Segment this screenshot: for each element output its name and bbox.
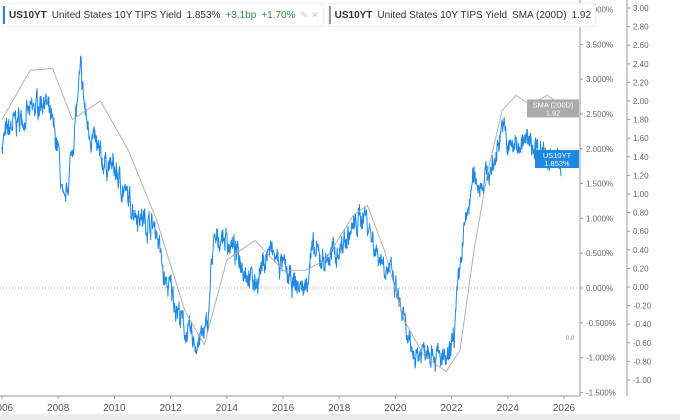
price-axis-label: 1.000% xyxy=(586,214,613,223)
series-color-bar xyxy=(328,6,331,24)
price-axis-label: 0.500% xyxy=(586,249,613,258)
price-axis-label: 4.000% xyxy=(586,6,613,15)
legend-sma-series[interactable]: US10YT United States 10Y TIPS Yield SMA … xyxy=(327,3,597,27)
x-tick-label: 2006 xyxy=(0,403,14,414)
sma-axis-label: 2.00 xyxy=(633,97,649,106)
legend-name: United States 10Y TIPS Yield xyxy=(377,9,508,21)
settings-icon[interactable]: ✎ xyxy=(300,9,309,20)
sma-axis-label: 0.80 xyxy=(633,209,649,218)
x-tick-label: 2016 xyxy=(272,403,295,414)
sma-axis-label: 1.80 xyxy=(633,116,649,125)
sma-axis-label: -0.80 xyxy=(633,357,652,366)
sma-axis-label: -0.20 xyxy=(633,302,652,311)
x-tick-label: 2026 xyxy=(553,403,576,414)
annotation-label: 0.0 xyxy=(566,336,575,342)
x-tick-label: 2008 xyxy=(47,403,70,414)
sma-axis-label: 1.60 xyxy=(633,134,649,143)
legend-bar: US10YT United States 10Y TIPS Yield 1.85… xyxy=(2,3,597,27)
last-value-label: SMA (200D) xyxy=(533,100,574,109)
legend-symbol: US10YT xyxy=(334,9,373,21)
x-tick-label: 2010 xyxy=(103,403,126,414)
sma-axis-label: 2.60 xyxy=(633,41,649,50)
sma-axis-label: 2.80 xyxy=(633,23,649,32)
price-axis-label: -1.500% xyxy=(586,388,616,397)
x-tick-label: 2022 xyxy=(440,403,463,414)
x-tick-label: 2012 xyxy=(159,403,182,414)
sma-axis-label: 1.40 xyxy=(633,153,649,162)
legend-value: 1.92 xyxy=(571,9,592,21)
sma-axis-label: 3.00 xyxy=(633,4,649,13)
series-line-sma[interactable] xyxy=(1,67,562,373)
last-value-label: US10YT xyxy=(543,151,572,160)
legend-change-pct: +1.70% xyxy=(261,9,296,21)
sma-axis-label: 2.20 xyxy=(633,78,649,87)
x-tick-label: 2020 xyxy=(384,403,407,414)
sma-axis-label: 1.20 xyxy=(633,171,649,180)
sma-axis-label: 0.60 xyxy=(633,227,649,236)
price-axis-label: 1.500% xyxy=(586,180,613,189)
series-line-us10yt[interactable] xyxy=(1,55,562,372)
close-icon[interactable]: ✕ xyxy=(311,9,319,20)
price-axis-label: 3.500% xyxy=(586,40,613,49)
series-color-bar xyxy=(3,6,5,24)
legend-indicator: SMA (200D) xyxy=(512,9,567,21)
sma-axis-label: -0.60 xyxy=(633,339,652,348)
x-tick-label: 2018 xyxy=(328,403,351,414)
price-axis-label: -1.000% xyxy=(586,354,616,363)
last-value: 1.92 xyxy=(546,108,561,117)
legend-name: United States 10Y TIPS Yield xyxy=(51,9,182,21)
legend-symbol: US10YT xyxy=(9,9,47,21)
price-axis-label: -0.500% xyxy=(586,319,616,328)
legend-change-bp: +3.1bp xyxy=(225,9,257,21)
sma-axis-label: 0.40 xyxy=(633,246,649,255)
sma-axis-label: 0.00 xyxy=(633,283,649,292)
last-value: 1.853% xyxy=(544,159,570,168)
legend-value: 1.853% xyxy=(186,9,221,21)
x-tick-label: 2024 xyxy=(497,403,520,414)
price-axis-label: 3.000% xyxy=(586,75,613,84)
price-axis-label: 0.000% xyxy=(586,284,613,293)
sma-axis-label: 1.00 xyxy=(633,190,649,199)
legend-main-series[interactable]: US10YT United States 10Y TIPS Yield 1.85… xyxy=(2,3,324,27)
x-tick-label: 2014 xyxy=(216,403,239,414)
last-value-badge-sma: SMA (200D)1.92 xyxy=(527,99,579,118)
footer-bar xyxy=(0,414,680,420)
price-axis-label: 2.000% xyxy=(586,145,613,154)
sma-axis-label: 0.20 xyxy=(633,264,649,273)
sma-axis-label: 2.40 xyxy=(633,60,649,69)
sma-axis-label: -0.40 xyxy=(633,320,652,329)
sma-axis-label: -1.00 xyxy=(633,376,652,385)
price-axis-label: 2.500% xyxy=(586,110,613,119)
